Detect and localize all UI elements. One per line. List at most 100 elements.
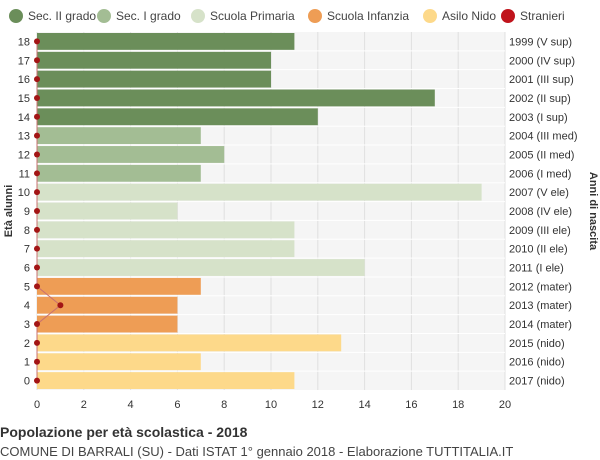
legend-label: Asilo Nido [442, 9, 496, 23]
chart-title: Popolazione per età scolastica - 2018 [0, 424, 248, 440]
legend-swatch [9, 9, 23, 23]
bar-age-14 [37, 108, 318, 126]
tick-label-birth: 2000 (IV sup) [509, 55, 575, 67]
bar-age-10 [37, 183, 482, 201]
tick-label-age: 3 [24, 319, 30, 331]
tick-label-birth: 2011 (I ele) [509, 263, 564, 275]
bar-age-11 [37, 164, 201, 182]
stranieri-point [34, 94, 40, 101]
legend-label: Scuola Infanzia [327, 9, 409, 23]
tick-label-age: 18 [18, 36, 30, 48]
tick-label-x: 6 [174, 399, 180, 411]
tick-label-x: 0 [34, 399, 40, 411]
tick-label-x: 10 [265, 399, 277, 411]
tick-label-x: 14 [358, 399, 370, 411]
tick-label-age: 4 [24, 300, 30, 312]
tick-label-x: 8 [221, 399, 227, 411]
stranieri-point [34, 38, 40, 45]
stranieri-point [34, 189, 40, 196]
tick-label-birth: 2010 (II ele) [509, 244, 568, 256]
tick-label-age: 16 [18, 74, 30, 86]
tick-label-age: 12 [18, 149, 30, 161]
tick-label-birth: 2001 (III sup) [509, 74, 574, 86]
tick-label-birth: 2015 (nido) [509, 338, 565, 350]
tick-label-birth: 2002 (II sup) [509, 93, 571, 105]
tick-label-age: 9 [24, 206, 30, 218]
bar-age-9 [37, 202, 178, 220]
legend-label: Scuola Primaria [210, 9, 295, 23]
tick-label-birth: 2007 (V ele) [509, 187, 569, 199]
stranieri-point [34, 151, 40, 158]
tick-label-birth: 2008 (IV ele) [509, 206, 572, 218]
tick-label-birth: 2009 (III ele) [509, 225, 571, 237]
stranieri-point [34, 339, 40, 346]
bar-age-0 [37, 372, 295, 389]
stranieri-point [34, 170, 40, 177]
tick-label-x: 4 [128, 399, 134, 411]
stranieri-point [57, 302, 64, 309]
tick-label-x: 12 [312, 399, 324, 411]
chart-subtitle: COMUNE DI BARRALI (SU) - Dati ISTAT 1° g… [0, 444, 514, 459]
bar-age-17 [37, 51, 271, 69]
tick-label-age: 5 [24, 281, 30, 293]
legend-swatch [501, 9, 515, 23]
stranieri-point [34, 377, 40, 384]
stranieri-point [34, 358, 40, 365]
legend-swatch [308, 9, 322, 23]
stranieri-point [34, 245, 40, 252]
bar-age-7 [37, 240, 295, 258]
tick-label-age: 17 [18, 55, 30, 67]
tick-label-x: 16 [405, 399, 417, 411]
tick-label-birth: 2006 (I med) [509, 168, 571, 180]
stranieri-point [34, 264, 40, 271]
bar-age-18 [37, 33, 295, 50]
bar-age-13 [37, 127, 201, 145]
tick-label-age: 8 [24, 225, 30, 237]
tick-label-age: 10 [18, 187, 30, 199]
legend-swatch [191, 9, 205, 23]
tick-label-birth: 2003 (I sup) [509, 112, 568, 124]
legend-swatch [423, 9, 437, 23]
ylabel-left: Età alunni [3, 185, 15, 238]
stranieri-point [34, 113, 40, 120]
legend-label: Sec. I grado [116, 9, 181, 23]
tick-label-x: 20 [499, 399, 511, 411]
tick-label-birth: 1999 (V sup) [509, 36, 572, 48]
tick-label-birth: 2013 (mater) [509, 300, 572, 312]
tick-label-birth: 2014 (mater) [509, 319, 572, 331]
tick-label-age: 15 [18, 93, 30, 105]
legend-label: Sec. II grado [28, 9, 96, 23]
bar-age-16 [37, 70, 271, 88]
stranieri-point [34, 57, 40, 64]
tick-label-age: 13 [18, 131, 30, 143]
tick-label-age: 14 [18, 112, 30, 124]
legend-label: Stranieri [520, 9, 565, 23]
tick-label-age: 0 [24, 376, 30, 388]
bar-age-6 [37, 259, 365, 276]
stranieri-point [34, 76, 40, 83]
stranieri-point [34, 226, 40, 233]
stranieri-point [34, 132, 40, 139]
stranieri-point [34, 208, 40, 214]
tick-label-age: 11 [19, 168, 30, 180]
tick-label-age: 1 [24, 357, 30, 369]
bar-age-4 [37, 296, 178, 314]
tick-label-birth: 2005 (II med) [509, 149, 574, 161]
bar-age-5 [37, 277, 201, 295]
tick-label-birth: 2012 (mater) [509, 281, 572, 293]
tick-label-age: 6 [24, 263, 30, 275]
tick-label-age: 2 [24, 338, 30, 350]
bar-age-2 [37, 334, 342, 352]
bar-age-1 [37, 353, 201, 371]
bar-age-8 [37, 221, 295, 239]
tick-label-birth: 2016 (nido) [509, 357, 565, 369]
stranieri-point [34, 321, 40, 328]
ylabel-right: Anni di nascita [587, 172, 599, 251]
bar-age-12 [37, 146, 225, 163]
bar-age-3 [37, 315, 178, 333]
legend-swatch [97, 9, 111, 23]
stranieri-point [34, 283, 40, 290]
bar-age-15 [37, 89, 435, 107]
